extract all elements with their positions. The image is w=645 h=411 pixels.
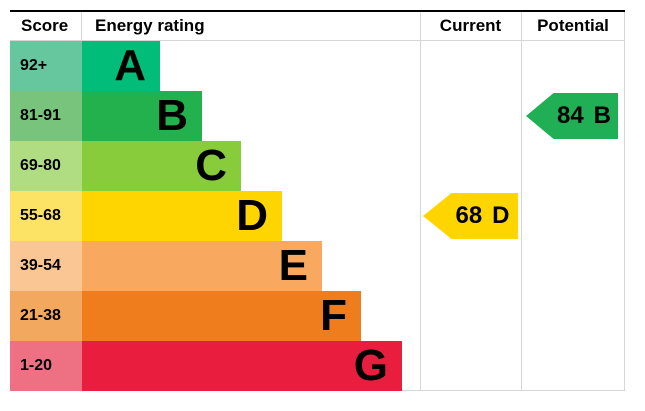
band-letter: E bbox=[278, 241, 308, 290]
band-score-cell: 81-91 bbox=[10, 91, 82, 141]
band-score-label: 92+ bbox=[20, 57, 48, 74]
band-score-label: 39-54 bbox=[20, 257, 61, 274]
column-divider-right-edge bbox=[624, 12, 625, 390]
band-row-g: 1-20 G bbox=[10, 341, 625, 391]
potential-score-value: 84 bbox=[556, 102, 584, 129]
band-score-label: 1-20 bbox=[20, 357, 53, 374]
band-score-cell: 39-54 bbox=[10, 241, 82, 291]
band-letter: B bbox=[156, 91, 188, 140]
header-potential: Potential bbox=[537, 16, 609, 35]
band-score-label: 21-38 bbox=[20, 307, 61, 324]
header-score: Score bbox=[10, 12, 82, 40]
column-divider-potential bbox=[521, 12, 522, 390]
band-score-cell: 92+ bbox=[10, 41, 82, 91]
band-score-cell: 1-20 bbox=[10, 341, 82, 391]
epc-rating-chart: Score Energy rating Current Potential 92… bbox=[10, 10, 625, 391]
current-score-value: 68 bbox=[455, 202, 483, 229]
band-letter: F bbox=[320, 291, 347, 340]
current-band-letter: D bbox=[492, 202, 510, 229]
band-row-e: 39-54 E bbox=[10, 241, 625, 291]
band-bar: F bbox=[82, 291, 361, 341]
band-score-label: 55-68 bbox=[20, 207, 61, 224]
band-bar: E bbox=[82, 241, 322, 291]
potential-band-letter: B bbox=[593, 102, 612, 129]
band-row-c: 69-80 C bbox=[10, 141, 625, 191]
band-bar: A bbox=[82, 41, 160, 91]
band-letter: C bbox=[195, 141, 227, 190]
band-rows: 92+ A 81-91 B 69-80 C 55-68 D 39-54 E 21… bbox=[10, 41, 625, 391]
header-current: Current bbox=[439, 16, 502, 35]
column-divider-current bbox=[420, 12, 421, 390]
band-score-cell: 21-38 bbox=[10, 291, 82, 341]
band-letter: G bbox=[353, 341, 388, 390]
band-bar: G bbox=[82, 341, 402, 391]
band-letter: D bbox=[236, 191, 268, 240]
band-score-cell: 69-80 bbox=[10, 141, 82, 191]
header-energy-rating: Energy rating bbox=[95, 16, 205, 35]
band-bar: D bbox=[82, 191, 282, 241]
band-row-a: 92+ A bbox=[10, 41, 625, 91]
band-letter: A bbox=[114, 41, 146, 90]
band-score-cell: 55-68 bbox=[10, 191, 82, 241]
chart-header-row: Score Energy rating Current Potential bbox=[10, 12, 625, 41]
band-row-b: 81-91 B bbox=[10, 91, 625, 141]
band-score-label: 69-80 bbox=[20, 157, 61, 174]
band-bar: B bbox=[82, 91, 202, 141]
band-row-d: 55-68 D bbox=[10, 191, 625, 241]
band-bar: C bbox=[82, 141, 241, 191]
band-row-f: 21-38 F bbox=[10, 291, 625, 341]
band-score-label: 81-91 bbox=[20, 107, 61, 124]
